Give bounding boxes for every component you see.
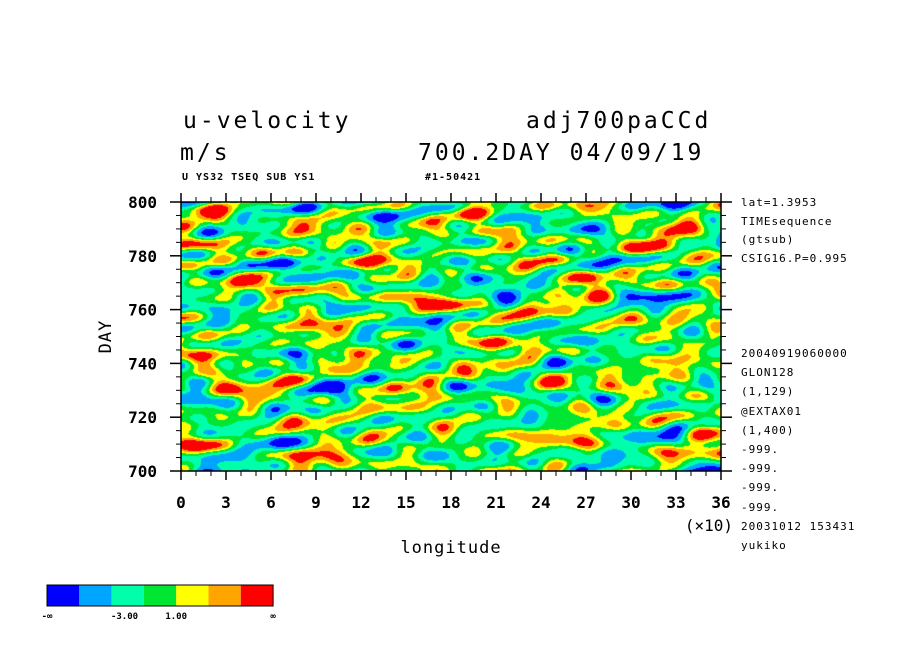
colorbar-label: ∞ — [270, 612, 276, 622]
colorbar-swatch — [240, 585, 274, 606]
meta-line: CSIG16.P=0.995 — [741, 251, 848, 265]
x-tick-label: 9 — [311, 493, 321, 512]
x-tick-label: 33 — [666, 493, 685, 512]
colorbar-swatch — [208, 585, 241, 606]
meta-line: TIMEsequence — [741, 214, 833, 228]
colorbar-label: 1.00 — [165, 612, 187, 622]
chart-title: u-velocity — [183, 108, 352, 134]
colorbar-swatch — [143, 585, 177, 606]
x-tick-label: 6 — [266, 493, 276, 512]
x-tick-label: 24 — [531, 493, 550, 512]
y-tick-label: 760 — [128, 301, 157, 320]
colorbar-label: -∞ — [42, 612, 53, 622]
y-tick-label: 740 — [128, 354, 157, 373]
y-tick-label: 700 — [128, 462, 157, 481]
y-axis-label: DAY — [96, 320, 116, 354]
meta-line: lat=1.3953 — [741, 196, 818, 209]
x-tick-label: 15 — [396, 493, 415, 512]
experiment-label: adj700paCCd — [526, 108, 712, 134]
date-label: 700.2DAY 04/09/19 — [418, 140, 705, 166]
colorbar-swatch — [79, 585, 112, 606]
meta-line: -999. — [741, 443, 780, 457]
colorbar-frame — [46, 584, 274, 607]
meta-line: @EXTAX01 — [741, 404, 802, 418]
meta-line: (1,400) — [741, 423, 795, 437]
meta-line: 20031012 153431 — [741, 519, 856, 533]
x-tick-label: 18 — [441, 493, 460, 512]
y-tick-label: 780 — [128, 247, 157, 266]
colorbar-swatch — [176, 585, 209, 606]
side-meta-bottom: 20040919060000 GLON128 (1,129) @EXTAX01 … — [741, 344, 855, 555]
units-label: m/s — [180, 140, 231, 166]
side-meta-top: lat=1.3953 TIMEsequence (gtsub) CSIG16.P… — [741, 194, 848, 268]
subtitle-right: #1-50421 — [425, 172, 482, 183]
x-tick-label: 30 — [621, 493, 640, 512]
meta-line: yukiko — [741, 539, 787, 553]
colorbar-swatch — [111, 585, 144, 606]
x-tick-label: 3 — [221, 493, 231, 512]
x-multiplier: (×10) — [685, 516, 733, 535]
meta-line: -999. — [741, 500, 780, 514]
x-tick-label: 21 — [486, 493, 505, 512]
x-axis-label: longitude — [400, 538, 501, 558]
x-tick-label: 12 — [351, 493, 370, 512]
y-tick-label: 720 — [128, 408, 157, 427]
meta-line: -999. — [741, 481, 780, 495]
x-tick-label: 27 — [576, 493, 595, 512]
y-tick-label: 800 — [128, 193, 157, 212]
meta-line: (gtsub) — [741, 233, 795, 246]
meta-line: 20040919060000 — [741, 347, 848, 360]
x-tick-label: 0 — [176, 493, 186, 512]
colorbar: -∞ -3.00 1.00 ∞ — [42, 584, 276, 622]
x-tick-label: 36 — [711, 493, 730, 512]
colorbar-label: -3.00 — [111, 612, 138, 622]
plot-frame — [180, 201, 722, 472]
heatmap-plot — [181, 202, 721, 471]
meta-line: GLON128 — [741, 366, 795, 380]
subtitle-left: U YS32 TSEQ SUB YS1 — [182, 172, 316, 183]
meta-line: (1,129) — [741, 385, 795, 399]
meta-line: -999. — [741, 462, 780, 476]
colorbar-swatch — [47, 585, 80, 606]
